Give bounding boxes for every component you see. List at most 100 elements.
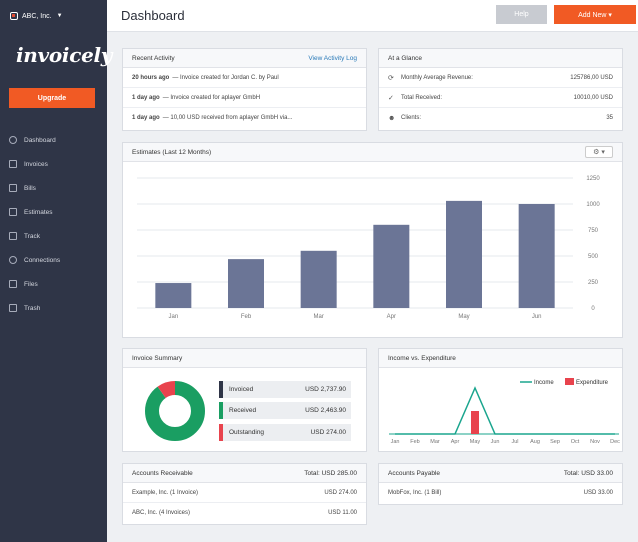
sidebar-item-label: Bills [24,184,36,192]
sidebar-item-connections[interactable]: Connections [0,248,107,272]
x-tick-label: Jan [391,439,400,445]
sidebar-item-label: Estimates [24,208,53,216]
sidebar-item-label: Files [24,280,38,288]
x-tick-label: Jun [532,314,542,320]
x-tick-label: Mar [430,439,440,445]
company-logo-icon [10,12,18,20]
glance-label: Clients: [401,115,422,121]
x-tick-label: Oct [571,439,580,445]
bar[interactable] [373,224,410,308]
donut-slice[interactable] [145,381,205,441]
bar[interactable] [228,259,264,308]
x-tick-label: Jun [491,439,500,445]
x-tick-label: Nov [590,439,600,445]
panel-title: Estimates (Last 12 Months) [132,148,212,156]
y-tick-label: 1000 [586,202,600,208]
legend-label: Received [229,407,257,414]
receivable-total: Total: USD 285.00 [304,469,357,477]
legend-label: Outstanding [229,429,265,436]
accounts-receivable-panel: Accounts Receivable Total: USD 285.00 Exa… [122,463,367,525]
y-tick-label: 250 [588,280,599,286]
sidebar-item-label: Invoices [24,160,48,168]
sidebar-item-label: Connections [24,256,61,264]
sidebar-item-bills[interactable]: Bills [0,176,107,200]
add-new-button[interactable]: Add New ▾ [554,5,636,24]
x-tick-label: Sep [550,439,560,445]
track-icon [9,232,17,240]
income-expenditure-panel: Income vs. Expenditure Income Expenditur… [378,348,623,452]
legend-amount: USD 2,463.90 [305,407,346,414]
bar[interactable] [155,283,192,308]
add-new-label: Add New [578,11,607,19]
activity-time: 1 day ago [132,94,160,101]
expenditure-bar[interactable] [471,411,479,434]
sidebar-item-dashboard[interactable]: Dashboard [0,128,107,152]
x-tick-label: Jul [511,439,518,445]
users-icon: ☻ [388,114,396,122]
invoice-donut-chart [145,381,205,441]
panel-title: Accounts Receivable [132,469,193,477]
vendor-name: MobFox, Inc. (1 Bill) [388,490,442,496]
activity-time: 1 day ago [132,115,160,121]
glance-label: Monthly Average Revenue: [401,74,473,81]
sidebar-item-files[interactable]: Files [0,272,107,296]
sidebar-item-estimates[interactable]: Estimates [0,200,107,224]
income-line [395,386,615,435]
gear-icon: ⚙ ▾ [593,149,605,156]
sidebar-item-invoices[interactable]: Invoices [0,152,107,176]
panel-header: At a Glance [379,49,622,68]
x-tick-label: Apr [451,439,460,445]
page-title: Dashboard [121,8,185,23]
estimate-icon [9,208,17,216]
activity-text: — 10,00 USD received from aplayer GmbH v… [162,115,293,121]
bar[interactable] [300,250,337,308]
upgrade-button[interactable]: Upgrade [9,88,95,108]
legend-invoiced: Invoiced USD 2,737.90 [219,381,351,398]
expenditure-legend-swatch [565,378,574,385]
estimates-chart: 0 250 500 750 1000 1250 Jan Feb Mar Apr May Jun [137,176,600,320]
legend-amount: USD 274.00 [310,429,346,436]
client-name: Example, Inc. (1 Invoice) [132,489,199,496]
payable-total: Total: USD 33.00 [563,469,613,477]
glance-row: ☻ Clients: 35 [379,108,622,128]
glance-value: 125786,00 USD [570,74,613,81]
payable-row[interactable]: MobFox, Inc. (1 Bill) USD 33.00 [379,483,622,503]
glance-value: 35 [606,115,613,121]
connections-icon [9,256,17,264]
legend-label: Invoiced [229,386,254,393]
receivable-row[interactable]: ABC, Inc. (4 Invoices) USD 11.00 [123,503,366,523]
received-swatch [219,402,223,419]
receivable-row[interactable]: Example, Inc. (1 Invoice) USD 274.00 [123,483,366,503]
sidebar-item-trash[interactable]: Trash [0,296,107,320]
panel-header: Invoice Summary [123,349,366,368]
activity-text: — Invoice created for Jordan C. by Paul [172,74,279,81]
x-tick-label: May [470,439,481,445]
top-header: Dashboard Help Add New ▾ [107,0,638,32]
bar[interactable] [446,200,482,308]
expenditure-legend-label: Expenditure [576,380,609,386]
panel-title: Recent Activity [132,54,175,62]
glance-row: ✓ Total Received: 10010,00 USD [379,88,622,108]
sidebar-item-track[interactable]: Track [0,224,107,248]
legend-outstanding: Outstanding USD 274.00 [219,424,351,441]
refresh-icon: ⟳ [388,74,394,82]
glance-label: Total Received: [401,94,443,101]
bill-icon [9,184,17,192]
x-tick-label: Feb [241,314,252,320]
chart-settings-button[interactable]: ⚙ ▾ [585,146,613,158]
company-switcher[interactable]: ABC, Inc. ▼ [0,0,107,32]
view-activity-log-link[interactable]: View Activity Log [308,54,357,62]
activity-time: 20 hours ago [132,74,170,81]
estimates-panel: Estimates (Last 12 Months) ⚙ ▾ 0 250 500 75… [122,142,623,338]
glance-row: ⟳ Monthly Average Revenue: 125786,00 USD [379,68,622,88]
panel-header: Income vs. Expenditure [379,349,622,368]
check-icon: ✓ [388,94,394,102]
glance-value: 10010,00 USD [573,94,613,101]
help-button[interactable]: Help [496,5,547,24]
bar[interactable] [518,204,555,308]
sidebar-item-label: Trash [24,304,41,312]
activity-row: 1 day ago — Invoice created for aplayer G… [123,88,366,108]
receivable-amount: USD 11.00 [328,510,357,516]
x-tick-label: Jan [168,314,178,320]
panel-title: Accounts Payable [388,469,441,477]
